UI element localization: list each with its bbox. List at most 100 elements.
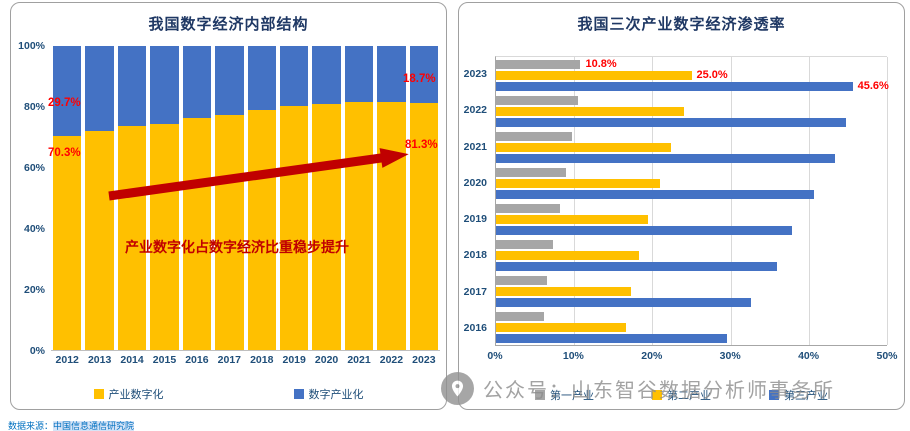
bar-row — [496, 203, 887, 213]
bar-row: 10.8% — [496, 58, 887, 70]
stacked-bar-2022 — [377, 46, 406, 350]
bar-第三产业 — [496, 225, 792, 235]
bar-row — [496, 189, 887, 199]
gridline — [887, 57, 888, 345]
y-axis-year-label: 2022 — [463, 104, 487, 117]
bar-第一产业 — [496, 275, 547, 285]
x-axis-year-label: 2022 — [379, 354, 404, 366]
y-axis-tick-label: 100% — [18, 40, 45, 52]
segment-industry-digitalization — [53, 136, 82, 350]
bar-group-2022 — [496, 93, 887, 129]
bar-第一产业 — [496, 131, 572, 141]
bar-group-2021 — [496, 129, 887, 165]
penetration-rate-card: 我国三次产业数字经济渗透率 2023 2022 2021 2020 2019 2018 20… — [458, 2, 905, 410]
bar-group-2017 — [496, 273, 887, 309]
x-axis-tick-label: 30% — [719, 350, 741, 362]
segment-industry-digitalization — [344, 101, 374, 350]
structure-legend: 产业数字化 数字产业化 — [11, 386, 446, 402]
segment-digital-industrialization — [344, 46, 374, 102]
bar-第一产业 — [496, 311, 545, 321]
bar-第二产业 — [496, 214, 649, 224]
bar-groups: 10.8% 25.0% 45.6% — [496, 57, 889, 345]
segment-digital-industrialization — [53, 46, 82, 137]
y-axis-year-label: 2023 — [463, 68, 487, 81]
bar-row — [496, 297, 887, 307]
callout-2012-industry-digitalization: 70.3% — [48, 147, 81, 159]
x-axis-tick-label: 10% — [562, 350, 584, 362]
segment-digital-industrialization — [377, 46, 406, 102]
source-text[interactable]: 中国信息通信研究院 — [53, 421, 135, 431]
left-chart-title: 我国数字经济内部结构 — [148, 16, 309, 33]
segment-industry-digitalization — [182, 118, 212, 350]
segment-digital-industrialization — [279, 46, 309, 107]
bar-row — [496, 131, 887, 141]
data-label: 25.0% — [696, 69, 728, 81]
bar-row — [496, 167, 887, 177]
bar-row — [496, 261, 887, 271]
stacked-bar-2012 — [53, 46, 82, 350]
x-axis-tick-label: 50% — [876, 350, 898, 362]
trend-annotation: 产业数字化占数字经济比重稳步提升 — [125, 239, 349, 255]
segment-industry-digitalization — [85, 131, 114, 350]
data-label: 10.8% — [585, 58, 617, 70]
watermark-text: 公众号：山东智谷数据分析师事务所 — [483, 380, 835, 402]
digital-economy-structure-plot — [51, 46, 440, 351]
penetration-x-axis: 0% 10% 20% 30% 40% 50% — [487, 350, 897, 364]
bar-第三产业 — [496, 81, 853, 91]
legend-item-tertiary-industry: 第三产业 — [769, 387, 828, 403]
bar-第三产业 — [496, 261, 777, 271]
source-note: 数据来源：中国信息通信研究院 — [8, 419, 135, 431]
bar-第一产业 — [496, 239, 554, 249]
legend-swatch-yellow — [93, 389, 104, 399]
x-axis-year-label: 2018 — [250, 354, 274, 366]
source-prefix: 数据来源： — [8, 421, 54, 431]
stacked-bar-2021 — [344, 46, 374, 350]
segment-industry-digitalization — [409, 102, 439, 350]
legend-swatch-blue — [293, 389, 304, 399]
segment-digital-industrialization — [215, 46, 244, 115]
stacked-bar-2020 — [312, 46, 341, 350]
legend-item-secondary-industry: 第二产业 — [652, 387, 711, 403]
x-axis-tick-label: 0% — [487, 350, 503, 362]
segment-industry-digitalization — [377, 101, 406, 350]
x-axis-tick-label: 40% — [798, 350, 820, 362]
segment-industry-digitalization — [312, 104, 341, 350]
bar-第二产业 — [496, 70, 692, 80]
callout-2023-digital-industrialization: 18.7% — [403, 73, 436, 85]
legend-item-industry-digitalization: 产业数字化 — [93, 386, 164, 402]
stacked-bar-2023 — [409, 46, 439, 350]
callout-2023-industry-digitalization: 81.3% — [405, 139, 438, 151]
y-axis-year-label: 2017 — [463, 285, 487, 298]
penetration-plot: 10.8% 25.0% 45.6% — [495, 56, 889, 346]
segment-digital-industrialization — [247, 46, 276, 110]
bar-row — [496, 214, 887, 224]
structure-x-axis: 2012 2013 2014 2015 2016 2017 2018 2019 2020 2021… — [51, 354, 440, 366]
segment-digital-industrialization — [312, 46, 341, 105]
bar-row — [496, 106, 887, 116]
bar-row — [496, 142, 887, 152]
legend-item-primary-industry: 第一产业 — [535, 387, 594, 403]
bar-第一产业 — [496, 95, 579, 105]
x-axis-year-label: 2016 — [185, 354, 209, 366]
segment-industry-digitalization — [279, 106, 309, 350]
bar-row — [496, 322, 887, 332]
x-axis-year-label: 2014 — [120, 354, 144, 366]
bar-row — [496, 250, 887, 260]
data-label: 45.6% — [857, 80, 889, 92]
bar-第二产业 — [496, 106, 684, 116]
y-axis-year-label: 2020 — [463, 176, 487, 189]
bar-row — [496, 286, 887, 296]
bar-第二产业 — [496, 286, 631, 296]
bar-row — [496, 117, 887, 127]
bar-row: 25.0% — [496, 69, 887, 81]
x-axis-year-label: 2023 — [412, 354, 436, 366]
location-pin-icon — [441, 372, 474, 405]
x-axis-year-label: 2021 — [347, 354, 371, 366]
bar-第三产业 — [496, 189, 815, 199]
legend-item-digital-industrialization: 数字产业化 — [293, 386, 364, 402]
y-axis-year-label: 2019 — [463, 213, 487, 226]
bar-第二产业 — [496, 178, 661, 188]
y-axis-tick-label: 60% — [23, 162, 45, 174]
y-axis-tick-label: 0% — [29, 345, 45, 357]
bar-group-2023: 10.8% 25.0% 45.6% — [496, 57, 889, 93]
